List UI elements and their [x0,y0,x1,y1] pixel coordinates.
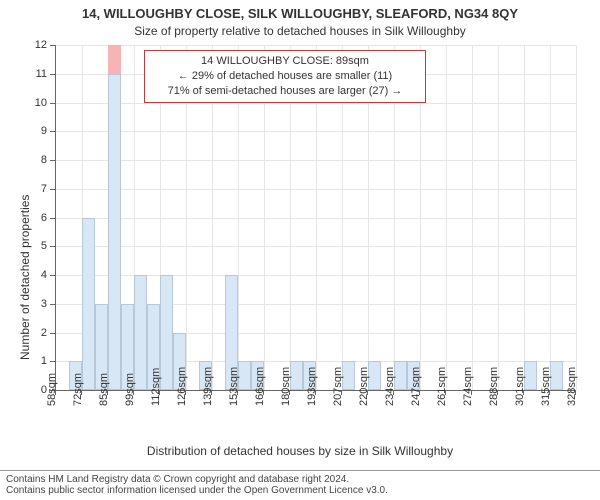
y-tick-mark [50,189,55,190]
annotation-line-2: ← 29% of detached houses are smaller (11… [151,69,419,84]
annotation-box: 14 WILLOUGHBY CLOSE: 89sqm ← 29% of deta… [144,50,426,103]
footer: Contains HM Land Registry data © Crown c… [0,470,600,496]
gridline-v [550,45,551,390]
histogram-bar [82,218,95,391]
footer-line-1: Contains HM Land Registry data © Crown c… [6,474,600,485]
y-tick-mark [50,131,55,132]
y-tick-label: 12 [25,39,47,51]
y-tick-mark [50,361,55,362]
y-tick-label: 6 [25,212,47,224]
y-tick-mark [50,304,55,305]
y-tick-mark [50,218,55,219]
y-tick-mark [50,103,55,104]
annotation-line-3: 71% of semi-detached houses are larger (… [151,84,419,99]
annotation-line-1: 14 WILLOUGHBY CLOSE: 89sqm [151,54,419,69]
gridline-v [446,45,447,390]
gridline-v [498,45,499,390]
chart-container: 14, WILLOUGHBY CLOSE, SILK WILLOUGHBY, S… [0,0,600,500]
chart-title: 14, WILLOUGHBY CLOSE, SILK WILLOUGHBY, S… [0,6,600,21]
chart-subtitle: Size of property relative to detached ho… [0,24,600,38]
y-tick-label: 11 [25,68,47,80]
y-tick-label: 0 [25,384,47,396]
y-tick-label: 7 [25,183,47,195]
y-tick-label: 9 [25,125,47,137]
gridline-v [524,45,525,390]
y-tick-mark [50,74,55,75]
y-tick-mark [50,160,55,161]
x-axis-label: Distribution of detached houses by size … [0,444,600,458]
y-tick-mark [50,246,55,247]
y-tick-label: 10 [25,97,47,109]
footer-line-2: Contains public sector information licen… [6,485,600,496]
gridline-v [576,45,577,390]
plot-area: 14 WILLOUGHBY CLOSE: 89sqm ← 29% of deta… [55,45,576,391]
y-tick-label: 3 [25,298,47,310]
y-tick-mark [50,275,55,276]
y-tick-mark [50,333,55,334]
y-tick-label: 8 [25,154,47,166]
y-tick-label: 4 [25,269,47,281]
y-tick-label: 5 [25,240,47,252]
histogram-bar [108,74,121,390]
y-tick-label: 1 [25,355,47,367]
y-tick-mark [50,45,55,46]
gridline-v [472,45,473,390]
y-tick-label: 2 [25,327,47,339]
